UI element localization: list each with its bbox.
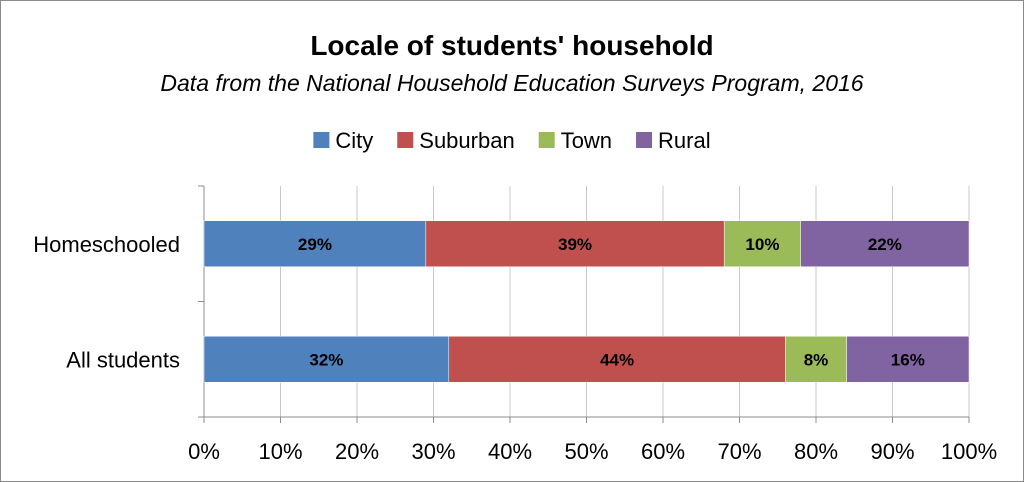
legend-label-town: Town <box>561 128 612 153</box>
x-tick-labels: 0% 10% 20% 30% 40% 50% 60% 70% 80% 90% 100% <box>188 439 997 464</box>
data-label-rural-all-students: 16% <box>891 350 925 369</box>
bar-suburban-all-students <box>448 336 786 383</box>
legend-label-city: City <box>335 128 373 153</box>
bar-rural-all-students <box>846 336 970 383</box>
data-label-suburban-all-students: 44% <box>600 350 634 369</box>
bar-city-homeschooled <box>203 220 427 267</box>
x-tick-label: 30% <box>411 439 455 464</box>
category-label-all-students: All students <box>66 347 180 372</box>
chart-subtitle: Data from the National Household Educati… <box>160 70 863 96</box>
legend-item-town: Town <box>538 128 612 153</box>
x-tick-label: 80% <box>794 439 838 464</box>
x-tick-label: 90% <box>870 439 914 464</box>
legend-swatch-town <box>538 132 555 148</box>
x-tick-label: 10% <box>258 439 302 464</box>
data-label-town-all-students: 8% <box>804 350 829 369</box>
bars: 29% 39% 10% 22% 32% 44% 8% 16% <box>203 220 970 383</box>
legend-item-city: City <box>313 128 373 153</box>
x-tick-label: 100% <box>941 439 997 464</box>
bar-town-all-students <box>785 336 847 383</box>
x-tick-label: 60% <box>641 439 685 464</box>
bar-town-homeschooled <box>723 220 801 267</box>
x-tick-label: 0% <box>188 439 220 464</box>
legend-swatch-suburban <box>397 132 414 148</box>
category-labels: Homeschooled All students <box>33 232 180 373</box>
chart-title: Locale of students' household <box>310 30 713 61</box>
legend-swatch-rural <box>636 132 653 148</box>
legend-label-suburban: Suburban <box>419 128 514 153</box>
data-label-city-all-students: 32% <box>309 350 343 369</box>
x-tick-label: 20% <box>335 439 379 464</box>
legend-item-suburban: Suburban <box>397 128 515 153</box>
data-label-suburban-homeschooled: 39% <box>558 235 592 254</box>
legend-item-rural: Rural <box>636 128 711 153</box>
x-tick-label: 70% <box>717 439 761 464</box>
data-label-rural-homeschooled: 22% <box>868 235 902 254</box>
x-tick-label: 50% <box>564 439 608 464</box>
legend-label-rural: Rural <box>658 128 711 153</box>
category-label-homeschooled: Homeschooled <box>33 232 180 257</box>
bar-city-all-students <box>203 336 450 383</box>
bar-rural-homeschooled <box>800 220 970 267</box>
x-tick-label: 40% <box>488 439 532 464</box>
legend-swatch-city <box>313 132 330 148</box>
data-label-city-homeschooled: 29% <box>298 235 332 254</box>
data-label-town-homeschooled: 10% <box>745 235 779 254</box>
bar-suburban-homeschooled <box>425 220 725 267</box>
legend: City Suburban Town Rural <box>313 128 711 153</box>
